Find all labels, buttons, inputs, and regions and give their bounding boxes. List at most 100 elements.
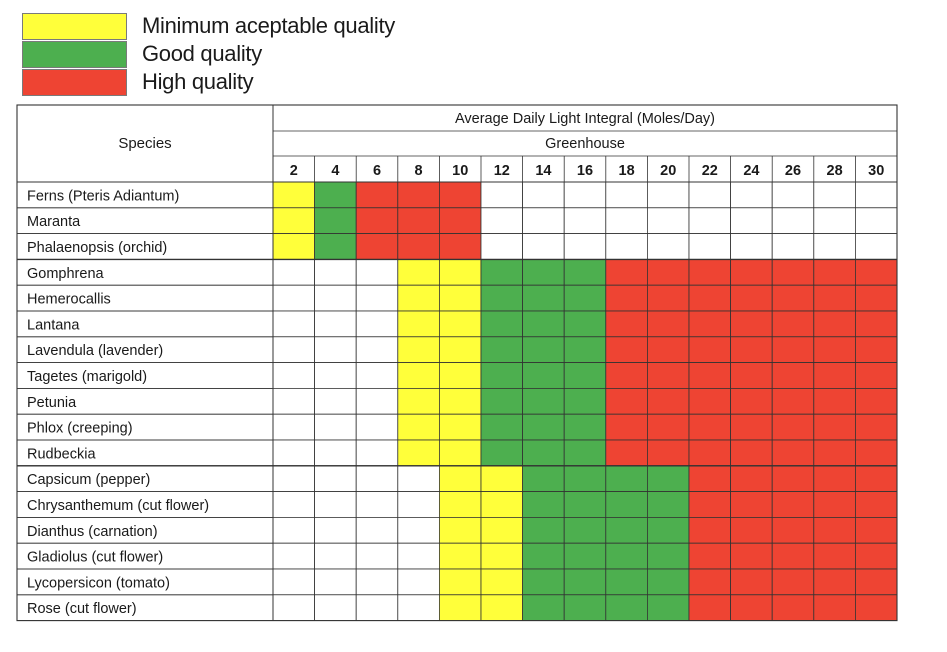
cell-r10-c6 <box>522 439 565 467</box>
cell-r16-c5 <box>480 594 523 621</box>
cell-r0-c9 <box>647 181 690 209</box>
cell-r0-c4 <box>438 181 482 209</box>
cell-r14-c6 <box>522 542 565 570</box>
column-label-30: 30 <box>868 163 884 179</box>
cell-r11-c8 <box>605 465 648 492</box>
cell-r5-c12 <box>771 310 815 338</box>
cell-r9-c12 <box>771 413 815 441</box>
species-label: Ferns (Pteris Adiantum) <box>27 188 179 204</box>
cell-r16-c0 <box>272 594 315 621</box>
cell-r10-c7 <box>563 439 607 467</box>
cell-r16-c10 <box>688 594 731 621</box>
cell-r10-c9 <box>647 439 690 467</box>
cell-r16-c6 <box>522 594 565 621</box>
cell-r15-c12 <box>771 568 815 596</box>
cell-r5-c11 <box>730 310 773 338</box>
cell-r14-c7 <box>563 542 607 570</box>
cell-r6-c6 <box>522 336 565 363</box>
cell-r12-c12 <box>771 491 815 518</box>
cell-r9-c1 <box>314 413 357 441</box>
cell-r8-c14 <box>855 387 898 415</box>
cell-r12-c10 <box>688 491 731 518</box>
cell-r3-c2 <box>355 258 399 286</box>
legend-item-good: Good quality <box>22 40 422 68</box>
cell-r9-c3 <box>397 413 440 441</box>
legend-swatch-high <box>22 69 127 96</box>
cell-r0-c7 <box>563 181 607 209</box>
cell-r11-c0 <box>272 465 315 492</box>
cell-r2-c2 <box>355 233 399 260</box>
cell-r13-c13 <box>813 517 856 544</box>
cell-r9-c0 <box>272 413 315 441</box>
cell-r10-c4 <box>438 439 482 467</box>
legend-swatch-minimum <box>22 13 127 40</box>
cell-r6-c5 <box>480 336 523 363</box>
cell-r13-c5 <box>480 517 523 544</box>
cell-r4-c5 <box>480 284 523 312</box>
cell-r4-c12 <box>771 284 815 312</box>
cell-r3-c4 <box>438 258 482 286</box>
cell-r15-c11 <box>730 568 773 596</box>
cell-r8-c4 <box>438 387 482 415</box>
cell-r16-c1 <box>314 594 357 621</box>
cell-r14-c10 <box>688 542 731 570</box>
cell-r7-c4 <box>438 362 482 389</box>
cell-r0-c13 <box>813 181 856 209</box>
cell-r4-c2 <box>355 284 399 312</box>
cell-r7-c5 <box>480 362 523 389</box>
cell-r13-c14 <box>855 517 898 544</box>
cell-r4-c1 <box>314 284 357 312</box>
cell-r2-c8 <box>605 233 648 260</box>
cell-r13-c12 <box>771 517 815 544</box>
cell-r7-c13 <box>813 362 856 389</box>
cell-r1-c12 <box>771 207 815 235</box>
cell-r5-c1 <box>314 310 357 338</box>
cell-r14-c9 <box>647 542 690 570</box>
cell-r15-c13 <box>813 568 856 596</box>
species-label: Maranta <box>27 214 81 230</box>
cell-r2-c9 <box>647 233 690 260</box>
cell-r12-c14 <box>855 491 898 518</box>
species-label: Tagetes (marigold) <box>27 369 147 385</box>
cell-r6-c10 <box>688 336 731 363</box>
cell-r4-c7 <box>563 284 607 312</box>
column-label-4: 4 <box>331 163 339 179</box>
cell-r10-c1 <box>314 439 357 467</box>
cell-r8-c3 <box>397 387 440 415</box>
cell-r7-c1 <box>314 362 357 389</box>
cell-r1-c5 <box>480 207 523 235</box>
cell-r8-c10 <box>688 387 731 415</box>
species-label: Petunia <box>27 395 77 411</box>
cell-r11-c5 <box>480 465 523 492</box>
cell-r2-c4 <box>438 233 482 260</box>
cell-r14-c8 <box>605 542 648 570</box>
cell-r8-c11 <box>730 387 773 415</box>
cell-r0-c1 <box>314 181 357 209</box>
cell-r0-c10 <box>688 181 731 209</box>
cell-r9-c7 <box>563 413 607 441</box>
cell-r6-c14 <box>855 336 898 363</box>
cell-r11-c3 <box>397 465 440 492</box>
cell-r8-c13 <box>813 387 856 415</box>
cell-r11-c13 <box>813 465 856 492</box>
cell-r8-c6 <box>522 387 565 415</box>
column-label-14: 14 <box>535 163 551 179</box>
species-label: Phlox (creeping) <box>27 421 133 437</box>
cell-r11-c14 <box>855 465 898 492</box>
cell-r0-c14 <box>855 181 898 209</box>
cell-r4-c3 <box>397 284 440 312</box>
cell-r14-c0 <box>272 542 315 570</box>
cell-r9-c10 <box>688 413 731 441</box>
cell-r5-c14 <box>855 310 898 338</box>
cell-r9-c13 <box>813 413 856 441</box>
cell-r15-c6 <box>522 568 565 596</box>
cell-r2-c13 <box>813 233 856 260</box>
cell-r16-c2 <box>355 594 399 621</box>
cell-r16-c4 <box>438 594 482 621</box>
species-label: Dianthus (carnation) <box>27 524 158 540</box>
cell-r15-c7 <box>563 568 607 596</box>
cell-r14-c4 <box>438 542 482 570</box>
cell-r7-c10 <box>688 362 731 389</box>
cell-r9-c4 <box>438 413 482 441</box>
cell-r3-c0 <box>272 258 315 286</box>
